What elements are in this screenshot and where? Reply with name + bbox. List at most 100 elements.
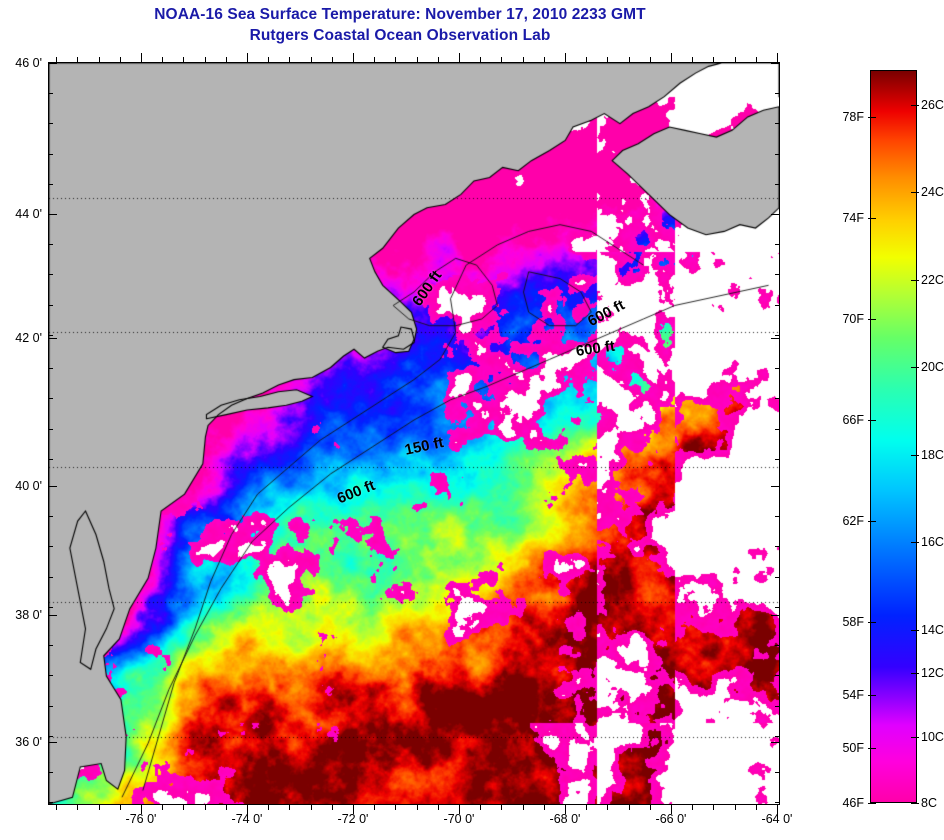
axis-tick-x [119, 57, 121, 62]
axis-tick-x [777, 53, 778, 62]
axis-tick-x [628, 57, 630, 62]
axis-tick-y [48, 183, 53, 185]
colorbar-label-f: 70F [842, 312, 864, 326]
axis-tick-x [543, 805, 545, 810]
axis-tick-y [48, 606, 53, 608]
colorbar-tick-f [868, 748, 876, 749]
axis-tick-y [775, 428, 780, 430]
axis-tick-x [777, 805, 778, 814]
axis-tick-y [48, 742, 57, 743]
axis-tick-y [48, 486, 57, 487]
axis-tick-x [501, 57, 503, 62]
axis-tick-y [48, 802, 53, 804]
axis-tick-x [204, 805, 206, 810]
colorbar-tick-f [868, 803, 876, 804]
axis-tick-y [775, 546, 780, 548]
axis-label-y: 44 0' [15, 207, 42, 221]
axis-tick-y [48, 398, 53, 400]
axis-tick-y [775, 516, 780, 518]
axis-label-x: -76 0' [125, 812, 157, 826]
axis-tick-x [565, 805, 566, 814]
axis-tick-x [183, 57, 185, 62]
axis-tick-y [775, 398, 780, 400]
colorbar-label-f: 62F [842, 514, 864, 528]
axis-tick-x [437, 805, 439, 810]
colorbar-tick-c [911, 737, 919, 738]
axis-tick-y [48, 735, 53, 737]
axis-tick-x [522, 57, 524, 62]
axis-tick-y [775, 123, 780, 125]
page-subtitle: Rutgers Coastal Ocean Observation Lab [249, 27, 551, 44]
axis-tick-y [775, 645, 780, 647]
axis-tick-y [771, 486, 780, 487]
axis-tick-y [48, 244, 53, 246]
axis-tick-y [775, 606, 780, 608]
sst-map[interactable]: 600 ft 600 ft 600 ft 150 ft 600 ft [48, 62, 780, 805]
axis-tick-x [289, 805, 291, 810]
axis-tick-x [310, 805, 312, 810]
axis-tick-x [395, 57, 397, 62]
axis-tick-x [416, 57, 418, 62]
colorbar-tick-c [911, 803, 919, 804]
axis-tick-x [119, 805, 121, 810]
colorbar-tick-f [868, 319, 876, 320]
colorbar-label-f: 58F [842, 615, 864, 629]
axis-tick-x [374, 57, 376, 62]
axis-tick-y [771, 338, 780, 339]
colorbar-gradient [870, 70, 917, 803]
axis-tick-x [692, 805, 694, 810]
axis-tick-x [586, 57, 588, 62]
axis-tick-x [268, 57, 270, 62]
axis-tick-x [607, 805, 609, 810]
colorbar-label-f: 66F [842, 413, 864, 427]
axis-tick-x [77, 805, 79, 810]
axis-tick-x [522, 805, 524, 810]
colorbar-label-c: 16C [921, 535, 944, 549]
axis-tick-x [162, 805, 164, 810]
axis-tick-x [162, 57, 164, 62]
axis-tick-x [607, 57, 609, 62]
axis-tick-x [247, 53, 248, 62]
axis-tick-x [183, 805, 185, 810]
axis-label-x: -74 0' [231, 812, 263, 826]
axis-tick-y [48, 705, 53, 707]
axis-tick-y [775, 802, 780, 804]
colorbar[interactable] [870, 70, 917, 803]
axis-tick-y [48, 274, 53, 276]
axis-label-y: 42 0' [15, 331, 42, 345]
axis-tick-y [775, 675, 780, 677]
axis-tick-x [734, 57, 736, 62]
axis-tick-x [204, 57, 206, 62]
colorbar-tick-c [911, 367, 919, 368]
colorbar-tick-c [911, 673, 919, 674]
colorbar-label-c: 12C [921, 666, 944, 680]
axis-tick-x [671, 805, 672, 814]
axis-tick-y [775, 244, 780, 246]
axis-tick-x [247, 805, 248, 814]
page-title: NOAA-16 Sea Surface Temperature: Novembe… [154, 6, 646, 23]
axis-tick-x [416, 805, 418, 810]
axis-label-y: 46 0' [15, 56, 42, 70]
axis-tick-y [771, 63, 780, 64]
axis-tick-y [48, 338, 57, 339]
axis-tick-x [713, 57, 715, 62]
colorbar-label-c: 20C [921, 360, 944, 374]
axis-tick-x [56, 805, 58, 810]
axis-tick-y [771, 214, 780, 215]
axis-tick-x [310, 57, 312, 62]
axis-tick-x [437, 57, 439, 62]
axis-tick-x [543, 57, 545, 62]
colorbar-label-c: 10C [921, 730, 944, 744]
colorbar-label-c: 14C [921, 623, 944, 637]
axis-label-y: 40 0' [15, 479, 42, 493]
axis-tick-x [374, 805, 376, 810]
axis-tick-y [48, 123, 53, 125]
axis-tick-y [771, 742, 780, 743]
axis-tick-y [48, 516, 53, 518]
axis-tick-x [565, 53, 566, 62]
colorbar-label-c: 18C [921, 448, 944, 462]
axis-label-x: -66 0' [655, 812, 687, 826]
colorbar-tick-c [911, 630, 919, 631]
axis-tick-y [775, 735, 780, 737]
axis-tick-y [48, 675, 53, 677]
